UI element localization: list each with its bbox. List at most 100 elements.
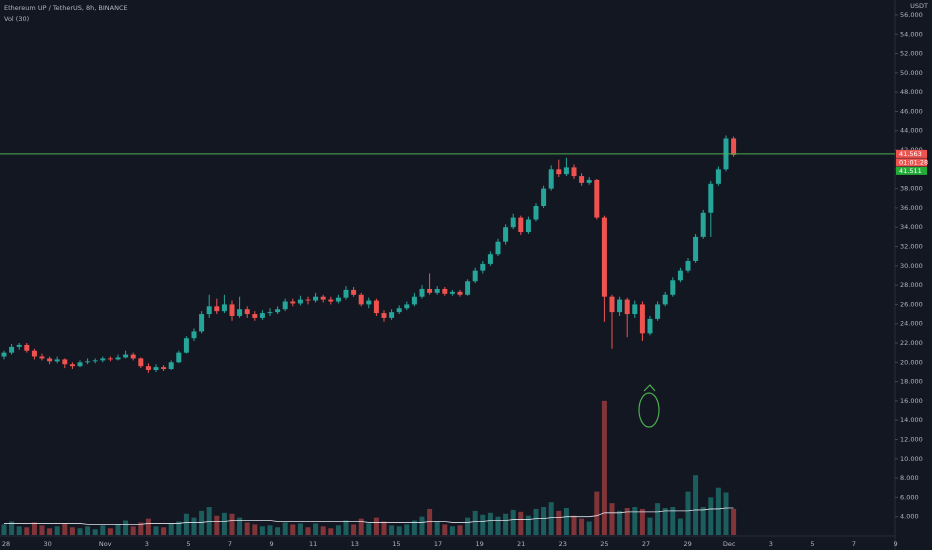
candle-body (389, 312, 395, 318)
candle-body (267, 312, 273, 314)
candle-body (639, 304, 645, 334)
candle-body (662, 294, 668, 305)
volume-bar (639, 508, 645, 535)
candle-body (419, 288, 425, 297)
volume-ma-line (4, 507, 734, 525)
candle-body (24, 344, 30, 351)
x-tick-label: 25 (600, 540, 608, 548)
volume-bar (282, 522, 288, 535)
x-tick-label: 28 (2, 540, 10, 548)
volume-bar (39, 525, 45, 535)
volume-bar (16, 526, 22, 535)
candle-body (199, 314, 205, 332)
x-tick-label: 27 (642, 540, 650, 548)
volume-bar (123, 520, 129, 535)
y-tick-label: 22.000 (900, 339, 923, 347)
candle-body (282, 301, 288, 310)
candle-body (373, 300, 379, 314)
y-tick-label: 18.000 (900, 378, 923, 386)
volume-bar (290, 524, 296, 535)
x-tick-label: 23 (559, 540, 567, 548)
indicator-label: Vol (30) (4, 15, 29, 23)
candle-body (297, 299, 303, 304)
volume-bar (472, 510, 478, 535)
price-tag: 01:01:28 (899, 158, 928, 166)
candle-body (9, 346, 15, 353)
volume-bar (389, 525, 395, 535)
volume-bar (328, 528, 334, 535)
volume-bar (100, 525, 106, 535)
volume-bar (275, 527, 281, 535)
volume-bar (24, 527, 30, 535)
candle-body (731, 138, 737, 155)
candle-body (472, 270, 478, 282)
volume-bar (404, 524, 410, 535)
volume-bar (700, 507, 706, 535)
volume-bar (161, 527, 167, 535)
volume-bar (176, 521, 182, 535)
volume-bar (381, 521, 387, 535)
candle-body (252, 314, 258, 318)
candle-body (457, 291, 463, 295)
y-tick-label: 46.000 (900, 107, 923, 115)
volume-bar (548, 502, 554, 535)
volume-bar (677, 518, 683, 535)
candle-body (715, 169, 721, 184)
volume-bar (297, 523, 303, 535)
x-tick-label: 19 (475, 540, 483, 548)
y-tick-label: 20.000 (900, 358, 923, 366)
y-tick-label: 50.000 (900, 69, 923, 77)
candle-body (237, 309, 243, 316)
candle-body (138, 358, 144, 367)
candle-body (145, 366, 151, 371)
x-tick-label: Dec (723, 540, 736, 548)
candle-body (328, 299, 334, 302)
candle-body (541, 188, 547, 206)
volume-bar (541, 507, 547, 535)
volume-bar (670, 507, 676, 535)
candle-body (647, 318, 653, 334)
volume-bar (609, 503, 615, 535)
candle-body (244, 309, 250, 315)
price-tag-bg (896, 158, 927, 167)
volume-bar (115, 524, 121, 535)
candle-body (259, 313, 265, 318)
x-tick-label: Nov (99, 540, 112, 548)
candle-body (335, 297, 341, 302)
currency-label: USDT (910, 2, 928, 10)
volume-bar (259, 526, 265, 535)
x-tick-label: 11 (309, 540, 317, 548)
x-tick-label: 7 (852, 540, 856, 548)
volume-bar (252, 524, 258, 535)
volume-bar (487, 512, 493, 535)
price-tag-bg (896, 149, 927, 158)
price-tag: 41.563 (899, 150, 922, 158)
volume-bar (373, 517, 379, 535)
candle-body (343, 289, 349, 298)
volume-bar (267, 525, 273, 535)
volume-bar (320, 526, 326, 535)
y-tick-label: 54.000 (900, 30, 923, 38)
x-tick-label: 3 (145, 540, 149, 548)
candle-body (670, 280, 676, 295)
volume-bar (305, 527, 311, 535)
y-tick-label: 10.000 (900, 455, 923, 463)
price-tag-bg (896, 166, 927, 175)
volume-bar (708, 497, 714, 535)
volume-bar (503, 513, 509, 535)
volume-bar (556, 510, 562, 535)
volume-bar (624, 507, 630, 535)
annotation-circle (638, 392, 660, 428)
volume-bar (366, 523, 372, 535)
candle-body (290, 301, 296, 304)
candle-body (130, 354, 136, 359)
volume-bar (343, 520, 349, 535)
volume-bar (214, 515, 220, 535)
candle-body (685, 260, 691, 271)
volume-bar (510, 509, 516, 535)
candle-body (617, 299, 623, 313)
candle-body (168, 362, 174, 370)
x-tick-label: 7 (228, 540, 232, 548)
volume-bar (237, 517, 243, 535)
candle-body (480, 263, 486, 271)
